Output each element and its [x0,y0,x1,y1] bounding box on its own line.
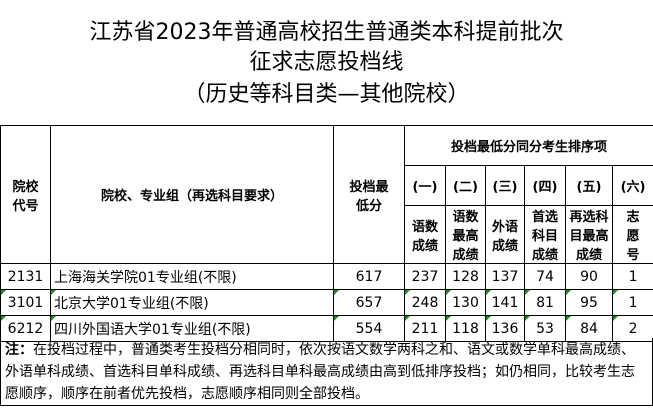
cell-v3: 137 [485,263,525,290]
header-num-2: (二) [445,165,486,206]
page-subtitle: 征求志愿投档线 [249,50,404,75]
header-tiebreak-group: 投档最低分同分考生排序项 [403,125,653,166]
header-min-score: 投档最低分 [333,125,405,264]
header-num-6: (六) [611,165,653,206]
cell-v4: 53 [524,315,566,342]
footnote: 注：在投档过程中，普通类考生投档分相同时，依次按语文数学两科之和、语文或数学单科… [0,338,653,406]
cell-min: 554 [333,315,405,342]
cell-v2: 118 [445,315,486,342]
cell-v1: 248 [404,289,446,316]
header-num-1: (一) [404,165,446,206]
table-row: 2131 上海海关学院01专业组(不限) 617 237 128 137 74 … [0,263,653,290]
page-category: （历史等科目类—其他院校） [183,82,470,107]
header-num-3: (三) [485,165,525,206]
cell-name: 上海海关学院01专业组(不限) [50,263,334,290]
table-row: 6212 四川外国语大学01专业组(不限) 554 211 118 136 53… [0,315,653,342]
cell-v3: 136 [485,315,525,342]
page-title: 江苏省2023年普通高校招生普通类本科提前批次 [89,20,564,45]
cell-v1: 237 [404,263,446,290]
cell-v6: 1 [611,289,653,316]
cell-v5: 95 [565,289,613,316]
cell-name: 北京大学01专业组(不限) [50,289,334,316]
cell-v1: 211 [404,315,446,342]
header-sub-6: 志愿号 [611,205,653,264]
header-num-5: (五) [565,165,613,206]
header-sub-3: 外语成绩 [485,205,525,264]
cell-code: 2131 [0,263,51,290]
cell-v6: 2 [611,315,653,342]
cell-min: 617 [333,263,405,290]
header-num-4: (四) [524,165,566,206]
cell-v3: 141 [485,289,525,316]
cell-v4: 81 [524,289,566,316]
cell-v5: 90 [565,263,613,290]
cell-v2: 130 [445,289,486,316]
header-sub-5: 再选科目最高成绩 [565,205,613,264]
cell-min: 657 [333,289,405,316]
footnote-text: 在投档过程中，普通类考生投档分相同时，依次按语文数学两科之和、语文或数学单科最高… [5,342,635,402]
header-sub-4: 首选科目成绩 [524,205,566,264]
cell-v6: 1 [611,263,653,290]
cell-v4: 74 [524,263,566,290]
cell-code: 3101 [0,289,51,316]
header-code: 院校代号 [0,125,51,264]
cell-name: 四川外国语大学01专业组(不限) [50,315,334,342]
table-row: 3101 北京大学01专业组(不限) 657 248 130 141 81 95… [0,289,653,316]
header-sub-2: 语数最高成绩 [445,205,486,264]
footnote-label: 注： [5,342,33,358]
header-sub-1: 语数成绩 [404,205,446,264]
header-name: 院校、专业组（再选科目要求） [50,125,334,264]
cell-v2: 128 [445,263,486,290]
admission-table: 院校代号 院校、专业组（再选科目要求） 投档最低分 投档最低分同分考生排序项 (… [0,125,653,342]
cell-code: 6212 [0,315,51,342]
